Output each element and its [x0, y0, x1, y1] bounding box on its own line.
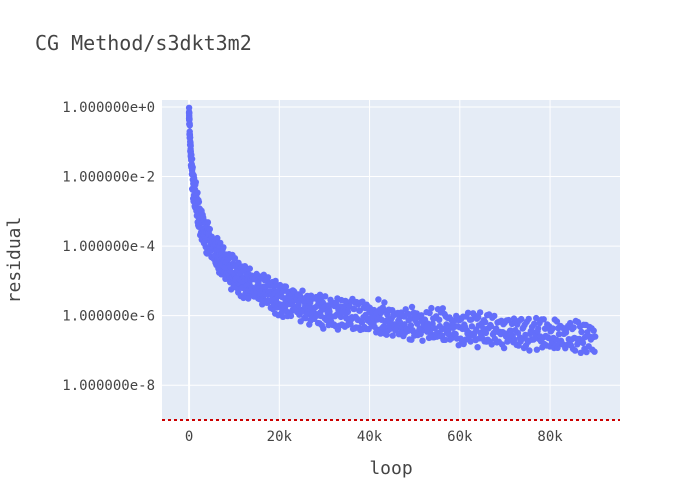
data-point — [567, 319, 574, 327]
data-point — [467, 338, 474, 345]
data-point — [491, 312, 498, 320]
data-point — [344, 308, 352, 316]
data-point — [194, 189, 201, 196]
data-point — [476, 309, 484, 316]
x-tick-label: 80k — [537, 429, 563, 445]
data-point — [375, 296, 382, 303]
data-point — [431, 325, 439, 332]
data-point — [287, 312, 295, 320]
data-point — [407, 322, 415, 329]
data-point — [475, 314, 482, 321]
data-point — [436, 316, 443, 323]
data-point — [188, 155, 196, 163]
data-point — [464, 309, 472, 316]
data-point — [590, 327, 597, 334]
data-points — [185, 104, 599, 356]
data-point — [507, 327, 514, 334]
y-tick-label: 1.000000e-4 — [62, 239, 155, 255]
data-point — [186, 115, 193, 123]
data-point — [511, 336, 518, 343]
data-point — [282, 283, 290, 290]
data-point — [540, 316, 547, 323]
data-point — [533, 346, 541, 353]
data-point — [414, 320, 421, 327]
data-point — [204, 219, 212, 226]
y-tick-label: 1.000000e-8 — [62, 378, 155, 394]
data-point — [578, 328, 585, 336]
data-point — [439, 305, 446, 312]
data-point — [206, 225, 213, 233]
data-point — [246, 265, 253, 272]
data-point — [526, 347, 533, 354]
data-point — [525, 315, 532, 323]
data-point — [570, 324, 577, 331]
x-tick-label: 20k — [267, 429, 293, 445]
data-point — [533, 314, 540, 322]
data-point — [474, 344, 481, 351]
data-point — [377, 330, 384, 337]
data-point — [553, 336, 560, 343]
data-point — [583, 348, 590, 356]
y-tick-label: 1.000000e-2 — [62, 170, 155, 186]
data-point — [347, 320, 354, 328]
x-tick-label: 40k — [357, 429, 383, 445]
data-point — [500, 344, 508, 352]
data-point — [417, 330, 424, 338]
data-point — [407, 315, 414, 322]
data-point — [482, 318, 489, 326]
data-point — [579, 339, 587, 347]
y-tick-label: 1.000000e+0 — [62, 100, 155, 116]
y-axis-label: residual — [4, 217, 25, 304]
x-axis-label: loop — [369, 458, 412, 479]
data-point — [381, 299, 388, 306]
data-point — [187, 142, 194, 150]
data-point — [428, 304, 435, 312]
data-point — [186, 109, 193, 117]
x-tick-label: 60k — [447, 429, 473, 445]
data-point — [549, 325, 556, 332]
y-tick-labels: 1.000000e+0 1.000000e-2 1.000000e-4 1.00000… — [62, 100, 155, 394]
data-point — [591, 348, 598, 355]
data-point — [192, 179, 199, 186]
data-point — [418, 312, 425, 319]
data-point — [419, 337, 426, 344]
data-point — [322, 293, 329, 300]
data-point — [535, 325, 542, 332]
data-point — [571, 347, 579, 354]
data-point — [195, 198, 203, 206]
data-point — [426, 309, 433, 317]
data-point — [231, 255, 239, 262]
data-point — [186, 122, 193, 129]
data-point — [488, 341, 495, 348]
data-point — [408, 303, 416, 311]
data-point — [189, 164, 196, 171]
data-point — [185, 104, 193, 112]
chart-title: CG Method/s3dkt3m2 — [35, 31, 252, 55]
data-point — [208, 233, 215, 240]
data-point — [337, 313, 345, 321]
data-point — [531, 320, 538, 327]
data-point — [592, 333, 599, 340]
data-point — [220, 244, 227, 251]
x-tick-labels: 0 20k 40k 60k 80k — [185, 429, 563, 445]
data-point — [380, 322, 388, 330]
data-point — [487, 323, 495, 330]
data-point — [299, 287, 306, 294]
data-point — [264, 274, 272, 281]
x-tick-label: 0 — [185, 429, 193, 445]
data-point — [553, 318, 561, 325]
data-point — [455, 342, 462, 349]
data-point — [255, 279, 262, 287]
data-point — [555, 331, 563, 338]
data-point — [320, 325, 327, 332]
data-point — [377, 309, 385, 316]
data-point — [350, 305, 358, 313]
y-tick-label: 1.000000e-6 — [62, 309, 155, 325]
data-point — [518, 315, 525, 323]
data-point — [326, 308, 333, 315]
data-point — [389, 332, 396, 339]
data-point — [442, 336, 449, 343]
